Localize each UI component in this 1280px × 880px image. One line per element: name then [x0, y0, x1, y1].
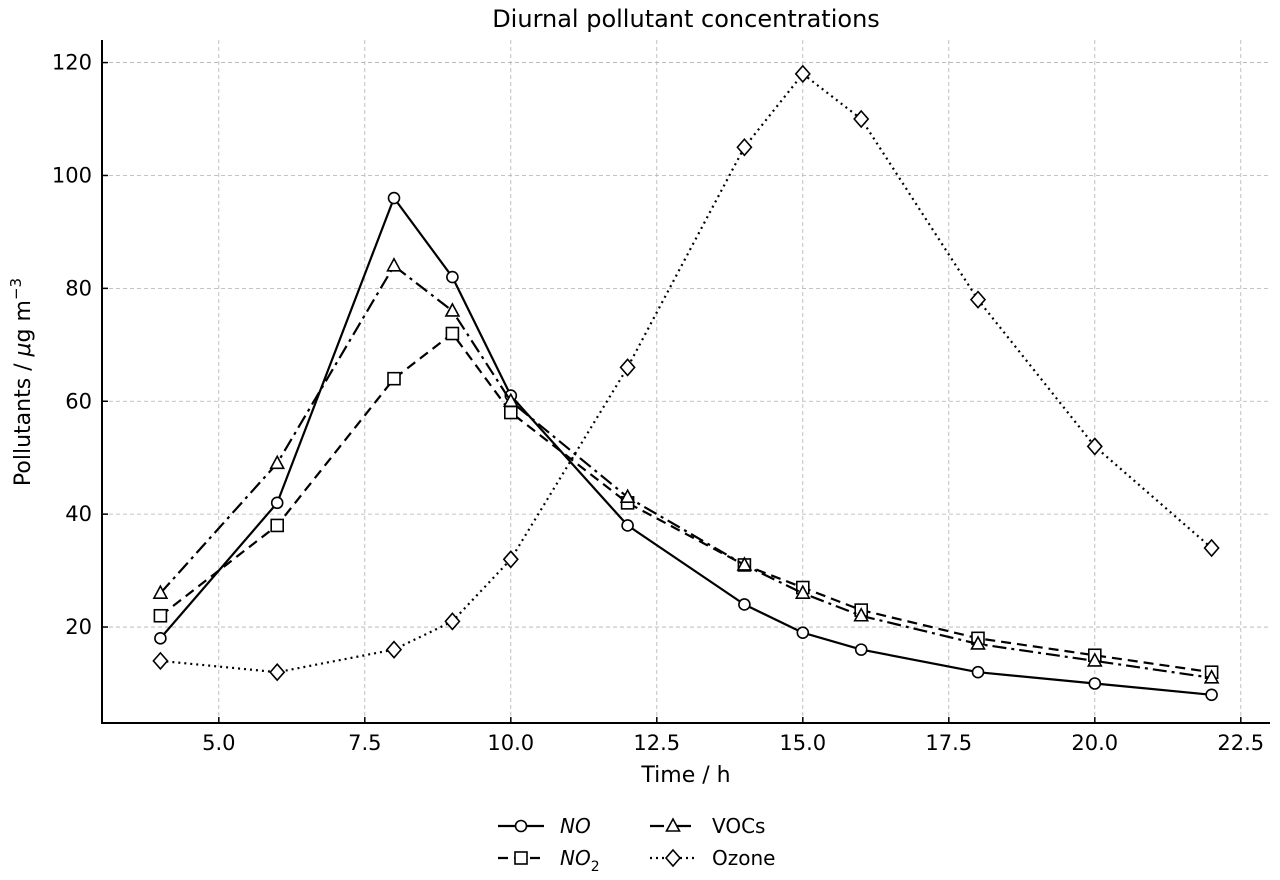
data-point — [853, 109, 870, 129]
data-point — [270, 496, 284, 510]
series-no2 — [153, 326, 1219, 679]
data-point — [854, 643, 868, 656]
x-tick-label: 5.0 — [202, 731, 235, 755]
y-tick-label: 100 — [52, 163, 92, 187]
data-point — [970, 635, 986, 650]
series-no — [154, 191, 1218, 702]
data-point — [386, 257, 402, 272]
data-point — [796, 626, 810, 639]
y-tick-label: 60 — [65, 389, 92, 413]
data-point — [736, 556, 753, 571]
data-point — [270, 518, 285, 533]
data-point — [152, 584, 169, 599]
data-point — [269, 454, 286, 470]
chart-title: Diurnal pollutant concentrations — [492, 5, 880, 33]
series-line-vocs — [159, 264, 1212, 679]
data-point — [502, 550, 519, 569]
data-point — [621, 519, 634, 532]
series-line-no — [159, 196, 1212, 696]
legend-item-no: NO — [498, 814, 591, 838]
x-tick-label: 17.5 — [925, 731, 972, 755]
data-point — [1088, 677, 1102, 690]
data-point — [445, 326, 460, 341]
x-tick-label: 12.5 — [633, 731, 680, 755]
legend-label: VOCs — [712, 814, 765, 838]
data-point — [154, 632, 167, 645]
data-point — [794, 64, 811, 84]
data-point — [853, 607, 870, 622]
data-point — [1203, 669, 1220, 684]
legend-marker — [664, 848, 682, 868]
data-point — [387, 371, 401, 386]
y-tick-label: 120 — [52, 51, 92, 75]
series-ozone — [152, 64, 1220, 682]
series-line-ozone — [160, 72, 1213, 674]
data-point — [446, 270, 459, 284]
data-point — [1086, 652, 1103, 667]
legend-marker — [514, 851, 528, 865]
data-point — [153, 608, 168, 623]
data-point — [503, 405, 518, 420]
data-point — [619, 358, 636, 377]
series-line-no2 — [159, 332, 1212, 674]
legend-label: Ozone — [712, 846, 775, 870]
x-tick-label: 10.0 — [487, 731, 534, 755]
data-point — [794, 584, 811, 599]
legend-item-ozone: Ozone — [650, 846, 775, 870]
data-point — [269, 662, 286, 682]
data-point — [444, 302, 461, 317]
legend-marker — [665, 817, 681, 832]
data-point — [1203, 538, 1220, 558]
legend-marker — [514, 819, 528, 833]
data-point — [738, 598, 751, 611]
x-tick-label: 20.0 — [1071, 731, 1118, 755]
y-tick-label: 40 — [65, 502, 92, 526]
data-point — [969, 290, 987, 309]
x-tick-label: 7.5 — [348, 731, 381, 755]
data-point — [736, 138, 753, 157]
y-tick-label: 80 — [65, 276, 92, 300]
data-point — [152, 651, 169, 671]
x-tick-label: 15.0 — [779, 731, 826, 755]
x-tick-label: 22.5 — [1217, 731, 1264, 755]
y-tick-label: 20 — [65, 615, 92, 639]
grid — [102, 40, 1270, 723]
y-axis-label: Pollutants / μg m−3 — [7, 278, 36, 486]
x-axis-label: Time / h — [640, 763, 730, 788]
legend-label: NO2 — [560, 846, 600, 875]
data-point — [1086, 437, 1103, 456]
data-point — [387, 191, 401, 205]
legend: NO NO2 VOCs Ozone — [498, 814, 775, 875]
legend-item-no2: NO2 — [498, 846, 600, 875]
x-axis-ticks: 5.0 7.5 10.0 12.5 15.0 17.5 20.0 22.5 — [202, 717, 1264, 755]
data-point — [619, 488, 636, 504]
data-point — [971, 665, 985, 679]
data-point — [1205, 688, 1218, 702]
data-point — [385, 640, 403, 659]
y-axis-ticks: 20 40 60 80 100 120 — [52, 51, 108, 639]
data-point — [444, 612, 461, 631]
legend-item-vocs: VOCs — [650, 814, 765, 838]
series-vocs — [152, 257, 1220, 684]
series-layer — [152, 64, 1220, 702]
legend-label: NO — [560, 814, 591, 838]
data-point — [502, 392, 519, 408]
